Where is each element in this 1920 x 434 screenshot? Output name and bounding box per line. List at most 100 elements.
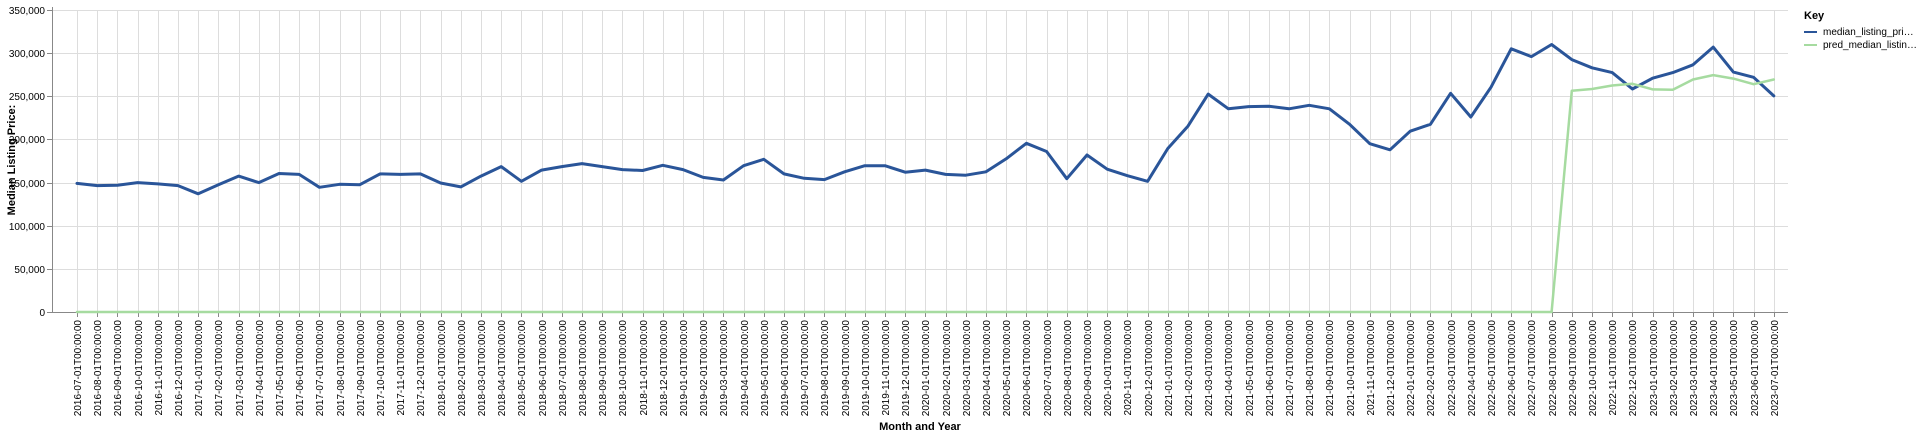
x-tick-label: 2021-11-01T00:00:00: [1366, 320, 1377, 416]
y-axis-title: Median Listing Price:: [6, 105, 18, 216]
data-point: [1308, 311, 1310, 313]
y-axis-ticks: 0 50,000 100,000 150,000 200,000 250,000 300,0…: [9, 6, 52, 319]
data-point: [258, 182, 260, 184]
data-point: [621, 311, 623, 313]
data-point: [1429, 311, 1431, 313]
x-tick-label: 2022-10-01T00:00:00: [1588, 320, 1599, 417]
data-point: [379, 311, 381, 313]
data-point: [177, 311, 179, 313]
data-point: [1631, 88, 1633, 90]
x-tick-label: 2017-03-01T00:00:00: [235, 320, 246, 417]
x-tick-label: 2021-07-01T00:00:00: [1285, 320, 1296, 417]
data-point: [1288, 311, 1290, 313]
data-point: [702, 176, 704, 178]
data-point: [1571, 59, 1573, 61]
data-point: [278, 311, 280, 313]
data-point: [985, 311, 987, 313]
data-point: [197, 311, 199, 313]
data-point: [1753, 83, 1755, 85]
data-point: [339, 311, 341, 313]
data-point: [561, 311, 563, 313]
data-point: [298, 311, 300, 313]
data-point: [1773, 95, 1775, 97]
data-point: [763, 311, 765, 313]
data-point: [1732, 78, 1734, 80]
data-point: [541, 311, 543, 313]
data-point: [278, 173, 280, 175]
x-tick-label: 2016-10-01T00:00:00: [134, 320, 145, 417]
x-tick-label: 2019-09-01T00:00:00: [841, 320, 852, 417]
data-point: [339, 183, 341, 185]
x-tick-label: 2021-01-01T00:00:00: [1164, 320, 1175, 417]
data-point: [884, 165, 886, 167]
data-point: [1126, 175, 1128, 177]
x-tick-label: 2019-10-01T00:00:00: [861, 320, 872, 417]
x-tick-label: 2021-03-01T00:00:00: [1204, 320, 1215, 417]
data-point: [1712, 74, 1714, 76]
data-point: [601, 166, 603, 168]
data-point: [1369, 143, 1371, 145]
data-point: [1490, 311, 1492, 313]
x-tick-label: 2017-10-01T00:00:00: [376, 320, 387, 417]
data-point: [763, 158, 765, 160]
x-tick-label: 2018-06-01T00:00:00: [538, 320, 549, 417]
data-point: [1611, 72, 1613, 74]
data-point: [96, 311, 98, 313]
legend-label-median: median_listing_pri…: [1823, 27, 1914, 38]
data-point: [1450, 311, 1452, 313]
data-point: [76, 182, 78, 184]
data-point: [1510, 311, 1512, 313]
y-tick-label: 50,000: [14, 265, 45, 276]
data-point: [1692, 79, 1694, 81]
data-point: [197, 193, 199, 195]
data-point: [440, 311, 442, 313]
y-tick-label: 150,000: [9, 179, 46, 190]
data-point: [1046, 151, 1048, 153]
data-point: [1268, 105, 1270, 107]
x-tick-label: 2021-12-01T00:00:00: [1386, 320, 1397, 417]
data-point: [1551, 311, 1553, 313]
x-tick-label: 2023-07-01T00:00:00: [1770, 320, 1781, 417]
data-point: [419, 173, 421, 175]
data-point: [581, 163, 583, 165]
data-point: [359, 184, 361, 186]
x-tick-label: 2020-06-01T00:00:00: [1022, 320, 1033, 417]
data-point: [137, 182, 139, 184]
data-point: [177, 185, 179, 187]
x-tick-label: 2023-01-01T00:00:00: [1649, 320, 1660, 417]
data-point: [722, 311, 724, 313]
x-tick-label: 2019-06-01T00:00:00: [780, 320, 791, 417]
data-point: [844, 171, 846, 173]
data-point: [783, 173, 785, 175]
data-point: [1308, 104, 1310, 106]
data-point: [520, 180, 522, 182]
data-point: [440, 182, 442, 184]
x-tick-label: 2023-04-01T00:00:00: [1709, 320, 1720, 417]
data-point: [1086, 154, 1088, 156]
data-point: [1530, 311, 1532, 313]
data-point: [1470, 116, 1472, 118]
data-point: [1126, 311, 1128, 313]
data-point: [1389, 149, 1391, 151]
data-point: [1187, 125, 1189, 127]
x-tick-label: 2019-01-01T00:00:00: [679, 320, 690, 417]
data-point: [945, 311, 947, 313]
x-tick-label: 2019-08-01T00:00:00: [820, 320, 831, 417]
x-tick-label: 2023-03-01T00:00:00: [1689, 320, 1700, 417]
y-tick-label: 300,000: [9, 49, 46, 60]
series-line-pred-median-listing-price: [75, 73, 1776, 314]
data-point: [1429, 123, 1431, 125]
data-point: [1692, 64, 1694, 66]
x-tick-label: 2016-09-01T00:00:00: [113, 320, 124, 417]
data-point: [1248, 311, 1250, 313]
x-tick-label: 2021-10-01T00:00:00: [1346, 320, 1357, 417]
x-tick-label: 2022-03-01T00:00:00: [1447, 320, 1458, 417]
x-tick-label: 2017-05-01T00:00:00: [275, 320, 286, 417]
data-point: [965, 174, 967, 176]
data-point: [1530, 56, 1532, 58]
x-tick-label: 2022-08-01T00:00:00: [1548, 320, 1559, 417]
data-point: [399, 173, 401, 175]
x-tick-label: 2021-09-01T00:00:00: [1325, 320, 1336, 417]
data-point: [1066, 311, 1068, 313]
data-point: [1349, 123, 1351, 125]
